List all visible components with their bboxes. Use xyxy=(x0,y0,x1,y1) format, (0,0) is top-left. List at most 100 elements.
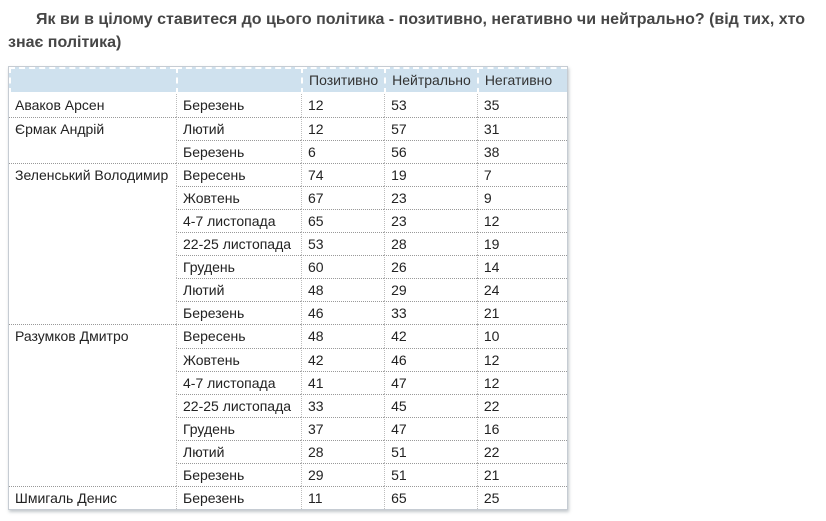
negative-value-cell: 12 xyxy=(476,347,567,371)
table-header-row: Позитивно Нейтрально Негативно xyxy=(9,67,567,95)
negative-value-cell: 19 xyxy=(476,232,567,256)
table-row: Зеленський Володимир Вересень 74 19 7 xyxy=(9,162,567,325)
negative-value-cell: 16 xyxy=(476,416,567,440)
positive-value-cell: 28 xyxy=(301,439,385,463)
table-row: Єрмак Андрій Лютий 12 57 31 xyxy=(9,116,567,163)
month-cell: 22-25 листопада xyxy=(176,393,301,417)
negative-value-cell: 21 xyxy=(476,301,567,325)
negative-value-cell: 24 xyxy=(476,278,567,302)
negative-value-cell: 12 xyxy=(476,208,567,233)
table-row: Разумков Дмитро Вересень 48 42 10 xyxy=(9,324,567,487)
negative-value-cell: 38 xyxy=(476,139,567,163)
neutral-value-cell: 33 xyxy=(384,301,477,325)
table-header-blank-name xyxy=(9,67,176,95)
table-row: Жовтень 42 46 12 xyxy=(9,347,567,371)
table-header-neutral: Нейтрально xyxy=(384,67,477,95)
table-row: 22-25 листопада 53 28 19 xyxy=(9,232,567,256)
negative-value-cell: 12 xyxy=(476,370,567,394)
neutral-value-cell: 42 xyxy=(384,324,477,348)
neutral-value-cell: 23 xyxy=(384,185,477,209)
month-cell: 4-7 листопада xyxy=(176,208,301,233)
neutral-value-cell: 65 xyxy=(384,486,477,510)
neutral-value-cell: 57 xyxy=(384,116,477,140)
neutral-value-cell: 29 xyxy=(384,278,477,302)
table-row: Березень 6 56 38 xyxy=(9,139,567,163)
month-cell: Лютий xyxy=(176,278,301,302)
month-cell: Вересень xyxy=(176,324,301,348)
negative-value-cell: 14 xyxy=(476,255,567,279)
negative-value-cell: 31 xyxy=(476,116,567,140)
table-row: Лютий 28 51 22 xyxy=(9,439,567,463)
page-title: Як ви в цілому ставитеся до цього політи… xyxy=(8,11,806,52)
neutral-value-cell: 19 xyxy=(384,162,477,186)
positive-value-cell: 29 xyxy=(301,462,385,487)
positive-value-cell: 74 xyxy=(301,162,385,186)
table-row: Шмигаль Денис Березень 11 65 25 xyxy=(9,486,567,510)
negative-value-cell: 25 xyxy=(476,486,567,510)
table-row: 4-7 листопада 41 47 12 xyxy=(9,370,567,394)
table-header-positive: Позитивно xyxy=(301,67,385,95)
neutral-value-cell: 51 xyxy=(384,462,477,487)
month-cell: 22-25 листопада xyxy=(176,232,301,256)
month-cell: Вересень xyxy=(176,162,301,186)
month-cell: 4-7 листопада xyxy=(176,370,301,394)
politician-name-cell: Шмигаль Денис xyxy=(9,486,176,510)
month-cell: Березень xyxy=(176,94,301,117)
month-cell: Лютий xyxy=(176,439,301,463)
table-header-blank-month xyxy=(176,67,301,95)
table-row: Грудень 37 47 16 xyxy=(9,416,567,440)
neutral-value-cell: 46 xyxy=(384,347,477,371)
negative-value-cell: 35 xyxy=(476,94,567,117)
negative-value-cell: 9 xyxy=(476,185,567,209)
positive-value-cell: 53 xyxy=(301,232,385,256)
politician-name-cell: Разумков Дмитро xyxy=(9,324,176,487)
politician-name-cell: Зеленський Володимир xyxy=(9,162,176,325)
neutral-value-cell: 56 xyxy=(384,139,477,163)
month-cell: Жовтень xyxy=(176,347,301,371)
neutral-value-cell: 51 xyxy=(384,439,477,463)
politician-name-cell: Єрмак Андрій xyxy=(9,116,176,163)
table-row: 22-25 листопада 33 45 22 xyxy=(9,393,567,417)
positive-value-cell: 6 xyxy=(301,139,385,163)
negative-value-cell: 7 xyxy=(476,162,567,186)
neutral-value-cell: 45 xyxy=(384,393,477,417)
positive-value-cell: 12 xyxy=(301,116,385,140)
month-cell: Лютий xyxy=(176,116,301,140)
positive-value-cell: 48 xyxy=(301,278,385,302)
negative-value-cell: 22 xyxy=(476,393,567,417)
neutral-value-cell: 47 xyxy=(384,416,477,440)
month-cell: Березень xyxy=(176,462,301,487)
month-cell: Грудень xyxy=(176,255,301,279)
table-header-negative: Негативно xyxy=(476,67,567,95)
month-cell: Березень xyxy=(176,486,301,510)
positive-value-cell: 48 xyxy=(301,324,385,348)
positive-value-cell: 46 xyxy=(301,301,385,325)
table-row: Аваков Арсен Березень 12 53 35 xyxy=(9,94,567,117)
neutral-value-cell: 53 xyxy=(384,94,477,117)
positive-value-cell: 67 xyxy=(301,185,385,209)
ratings-table-container: Позитивно Нейтрально Негативно Аваков Ар… xyxy=(8,66,568,511)
month-cell: Грудень xyxy=(176,416,301,440)
table-row: Грудень 60 26 14 xyxy=(9,255,567,279)
negative-value-cell: 10 xyxy=(476,324,567,348)
positive-value-cell: 42 xyxy=(301,347,385,371)
table-row: Березень 29 51 21 xyxy=(9,462,567,487)
negative-value-cell: 22 xyxy=(476,439,567,463)
positive-value-cell: 37 xyxy=(301,416,385,440)
ratings-table: Позитивно Нейтрально Негативно Аваков Ар… xyxy=(9,67,567,510)
positive-value-cell: 60 xyxy=(301,255,385,279)
table-row: Березень 46 33 21 xyxy=(9,301,567,325)
table-row: Жовтень 67 23 9 xyxy=(9,185,567,209)
table-row: Лютий 48 29 24 xyxy=(9,278,567,302)
month-cell: Жовтень xyxy=(176,185,301,209)
positive-value-cell: 65 xyxy=(301,208,385,233)
negative-value-cell: 21 xyxy=(476,462,567,487)
month-cell: Березень xyxy=(176,301,301,325)
neutral-value-cell: 28 xyxy=(384,232,477,256)
neutral-value-cell: 47 xyxy=(384,370,477,394)
positive-value-cell: 11 xyxy=(301,486,385,510)
positive-value-cell: 41 xyxy=(301,370,385,394)
positive-value-cell: 12 xyxy=(301,94,385,117)
table-row: 4-7 листопада 65 23 12 xyxy=(9,208,567,233)
